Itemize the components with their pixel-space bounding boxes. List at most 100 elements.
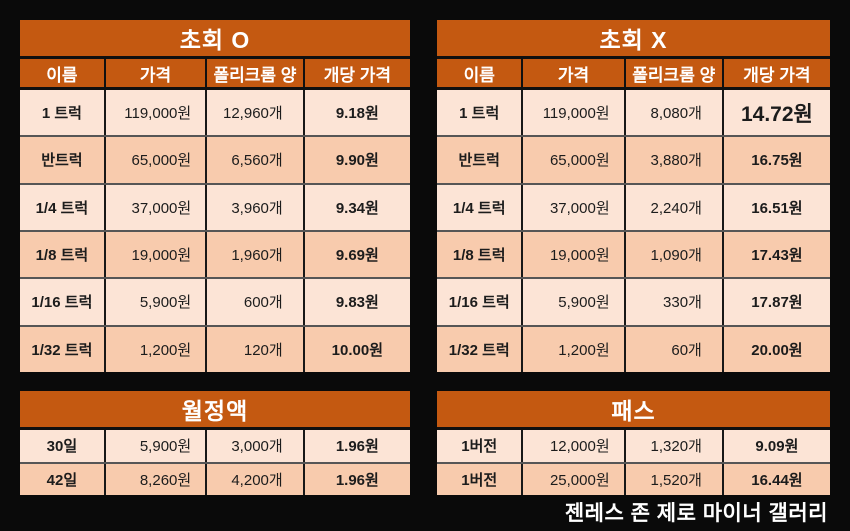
cell: 10.00원 <box>331 341 383 359</box>
cell: 8,080개 <box>626 90 724 136</box>
cell: 9.69원 <box>335 247 379 265</box>
table-row: 1/32 트럭 1,200원 60개 20.00원 <box>437 324 830 372</box>
cell: 9.09원 <box>755 438 799 456</box>
table-header-row: 이름 가격 폴리크롬 양 개당 가격 <box>20 59 410 90</box>
cell: 1,200원 <box>523 326 626 372</box>
table-title: 초회 X <box>437 20 830 59</box>
cell: 12,000원 <box>523 430 626 462</box>
table-first-purchase-bonus: 초회 O 이름 가격 폴리크롬 양 개당 가격 1 트럭 119,000원 12,960개… <box>20 20 410 372</box>
cell: 19,000원 <box>523 231 626 278</box>
cell: 1/16 트럭 <box>437 279 524 325</box>
cell: 1,520개 <box>626 463 724 495</box>
cell: 3,880개 <box>626 137 724 183</box>
column-header: 개당 가격 <box>743 65 811 85</box>
cell: 42일 <box>20 463 106 495</box>
table-row: 1/16 트럭 5,900원 600개 9.83원 <box>20 277 410 325</box>
table-row: 1/16 트럭 5,900원 330개 17.87원 <box>437 277 830 325</box>
cell: 1/16 트럭 <box>20 279 106 325</box>
cell: 16.44원 <box>751 471 803 489</box>
table-row: 1/8 트럭 19,000원 1,090개 17.43원 <box>437 229 830 278</box>
cell: 37,000원 <box>106 184 208 230</box>
cell: 330개 <box>626 279 724 325</box>
column-header: 폴리크롬 양 <box>207 59 305 87</box>
table-monthly-subscription: 월정액 30일 5,900원 3,000개 1.96원 42일 8,260원 4,200개 1… <box>20 391 410 495</box>
cell: 9.90원 <box>335 152 379 170</box>
table-row: 1 트럭 119,000원 12,960개 9.18원 <box>20 90 410 136</box>
cell: 1,090개 <box>626 231 724 278</box>
column-header: 이름 <box>437 59 524 87</box>
cell: 30일 <box>20 430 106 462</box>
table-row: 1/32 트럭 1,200원 120개 10.00원 <box>20 324 410 372</box>
cell: 9.34원 <box>335 199 379 217</box>
cell: 1/8 트럭 <box>437 231 524 278</box>
table-row: 반트럭 65,000원 3,880개 16.75원 <box>437 135 830 183</box>
cell: 1/4 트럭 <box>437 184 524 230</box>
cell: 1/8 트럭 <box>20 231 106 278</box>
cell: 반트럭 <box>437 137 524 183</box>
cell: 9.18원 <box>335 105 379 123</box>
cell: 2,240개 <box>626 184 724 230</box>
cell: 1,960개 <box>207 231 305 278</box>
cell: 65,000원 <box>523 137 626 183</box>
cell: 37,000원 <box>523 184 626 230</box>
cell: 4,200개 <box>207 463 305 495</box>
cell: 반트럭 <box>20 137 106 183</box>
cell: 3,960개 <box>207 184 305 230</box>
cell: 1/32 트럭 <box>20 326 106 372</box>
cell: 5,900원 <box>106 279 208 325</box>
cell: 19,000원 <box>106 231 208 278</box>
cell: 14.72원 <box>740 102 813 126</box>
cell: 16.51원 <box>751 199 803 217</box>
table-title: 패스 <box>437 391 830 430</box>
table-row: 1/8 트럭 19,000원 1,960개 9.69원 <box>20 229 410 278</box>
table-body: 30일 5,900원 3,000개 1.96원 42일 8,260원 4,200개 1.96원 <box>20 430 410 495</box>
column-header: 이름 <box>20 59 106 87</box>
cell: 16.75원 <box>751 152 803 170</box>
table-title: 초회 O <box>20 20 410 59</box>
cell: 1/4 트럭 <box>20 184 106 230</box>
table-title: 월정액 <box>20 391 410 430</box>
cell: 1 트럭 <box>20 90 106 136</box>
cell: 600개 <box>207 279 305 325</box>
cell: 120개 <box>207 326 305 372</box>
cell: 9.83원 <box>335 294 379 312</box>
table-row: 30일 5,900원 3,000개 1.96원 <box>20 430 410 462</box>
cell: 17.87원 <box>751 294 803 312</box>
table-row: 1 트럭 119,000원 8,080개 14.72원 <box>437 90 830 136</box>
cell: 1 트럭 <box>437 90 524 136</box>
cell: 60개 <box>626 326 724 372</box>
column-header: 가격 <box>106 59 208 87</box>
table-row: 1버전 12,000원 1,320개 9.09원 <box>437 430 830 462</box>
cell: 1.96원 <box>335 471 379 489</box>
cell: 1.96원 <box>335 438 379 456</box>
cell: 25,000원 <box>523 463 626 495</box>
cell: 8,260원 <box>106 463 208 495</box>
cell: 1,200원 <box>106 326 208 372</box>
cell: 1버전 <box>437 430 524 462</box>
cell: 119,000원 <box>106 90 208 136</box>
cell: 1/32 트럭 <box>437 326 524 372</box>
cell: 1,320개 <box>626 430 724 462</box>
watermark-caption: 젠레스 존 제로 마이너 갤러리 <box>564 502 828 525</box>
cell: 17.43원 <box>751 247 803 265</box>
cell: 1버전 <box>437 463 524 495</box>
cell: 12,960개 <box>207 90 305 136</box>
cell: 5,900원 <box>523 279 626 325</box>
cell: 119,000원 <box>523 90 626 136</box>
table-header-row: 이름 가격 폴리크롬 양 개당 가격 <box>437 59 830 90</box>
column-header: 가격 <box>523 59 626 87</box>
table-no-first-purchase-bonus: 초회 X 이름 가격 폴리크롬 양 개당 가격 1 트럭 119,000원 8,080개 1… <box>437 20 830 372</box>
cell: 3,000개 <box>207 430 305 462</box>
cell: 5,900원 <box>106 430 208 462</box>
table-pass: 패스 1버전 12,000원 1,320개 9.09원 1버전 25,000원 1,520개… <box>437 391 830 495</box>
column-header: 폴리크롬 양 <box>626 59 724 87</box>
cell: 65,000원 <box>106 137 208 183</box>
cell: 6,560개 <box>207 137 305 183</box>
table-row: 1/4 트럭 37,000원 3,960개 9.34원 <box>20 182 410 230</box>
cell: 20.00원 <box>751 341 803 359</box>
table-body: 1버전 12,000원 1,320개 9.09원 1버전 25,000원 1,520개 16.… <box>437 430 830 495</box>
table-row: 반트럭 65,000원 6,560개 9.90원 <box>20 135 410 183</box>
column-header: 개당 가격 <box>323 65 391 85</box>
